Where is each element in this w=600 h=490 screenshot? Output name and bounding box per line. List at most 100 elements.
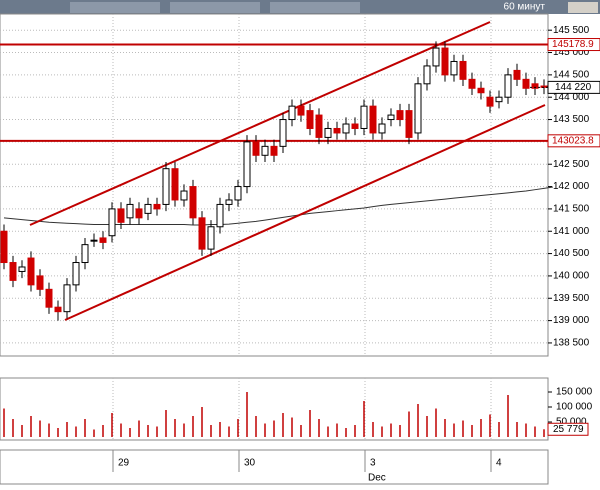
candle-body [333,127,341,134]
moving-average [3,186,554,226]
candle-body [324,127,332,138]
candle-body [486,96,494,107]
x-tick-label: 29 [118,458,130,469]
y-tick-label: 144 000 [553,92,590,103]
candle-body [9,262,17,281]
y-tick-label: 145 500 [553,25,590,36]
candle-body [63,284,71,313]
candle-body [180,190,188,201]
last-volume-label: 25 779 [553,424,584,435]
candle-body [117,208,125,223]
candle-body [459,60,467,80]
candle-body [360,105,368,129]
candle-body [450,60,458,76]
candle-body [171,168,179,201]
volume-tick-label: 50 000 [556,417,587,428]
candle-body [45,288,53,308]
candle-body [315,114,323,138]
candle-body [234,186,242,201]
level-label: 145178.9 [552,39,594,50]
y-tick-label: 143 500 [553,114,590,125]
candle-body [522,78,530,89]
tab [70,2,160,13]
candle-body [279,119,287,147]
last-volume-box [547,422,589,436]
candle-body [18,266,26,272]
candle-body [378,123,386,134]
candle-body [216,203,224,228]
candle-body [288,105,296,121]
window-buttons[interactable] [568,2,598,13]
candle-body [513,69,521,80]
candle-body [252,141,260,156]
candle-body [153,203,161,210]
candle-body [477,87,485,94]
window-title: 60 минут [504,2,546,13]
candle-body [504,74,512,98]
candle-body [27,257,35,286]
volume-tick-label: 150 000 [556,387,593,398]
candle-body [441,47,449,76]
candle-body [405,110,413,138]
y-tick-label: 142 000 [553,181,590,192]
candle-body [351,123,359,129]
trendline [29,21,491,226]
date-panel [0,449,549,485]
y-tick-label: 145 000 [553,47,590,58]
candle-body [54,306,62,313]
candle-body [432,47,440,67]
tab [170,2,260,13]
y-tick-label: 139 000 [553,315,590,326]
y-tick-label: 144 500 [553,70,590,81]
candle-body [135,208,143,219]
level-label-box [547,38,600,52]
x-tick-label: 30 [244,458,256,469]
candle-body [297,105,305,116]
last-price-label: 144 220 [555,82,592,93]
candle-body [207,226,215,250]
candle-body [396,110,404,121]
level-label-box [547,134,600,148]
candle-body [270,145,278,156]
y-tick-label: 142 500 [553,159,590,170]
y-tick-label: 141 000 [553,226,590,237]
candle-body [126,203,134,219]
candle-body [306,110,314,129]
level-label: 143023.8 [552,135,594,146]
candle-body [144,203,152,214]
x-tick-label: 4 [496,458,502,469]
y-tick-label: 140 000 [553,271,590,282]
candle-body [342,123,350,134]
candle-body [81,244,89,264]
candle-body [387,114,395,121]
x-tick-label: 3 [370,458,376,469]
candle-body [99,237,107,243]
candle-body [423,65,431,85]
candle-body [243,141,251,188]
candle-body [0,230,8,264]
y-tick-label: 139 500 [553,293,590,304]
candle-body [225,199,233,205]
candle-body [108,208,116,237]
tab [270,2,360,13]
candle-body [90,239,98,242]
y-tick-label: 140 500 [553,248,590,259]
candle-body [369,105,377,134]
candle-body [72,262,80,286]
candle-body [531,83,539,89]
y-tick-label: 141 500 [553,204,590,215]
candle-body [162,168,170,205]
candle-body [198,217,206,250]
y-tick-label: 138 500 [553,338,590,349]
last-price-box [547,80,600,94]
volume-tick-label: 100 000 [556,402,593,413]
month-label: Dec [368,473,386,484]
candle-body [414,83,422,134]
candle-body [189,186,197,219]
candle-body [36,275,44,290]
candle-body [261,145,269,156]
candle-body [468,78,476,89]
candle-body [495,96,503,103]
